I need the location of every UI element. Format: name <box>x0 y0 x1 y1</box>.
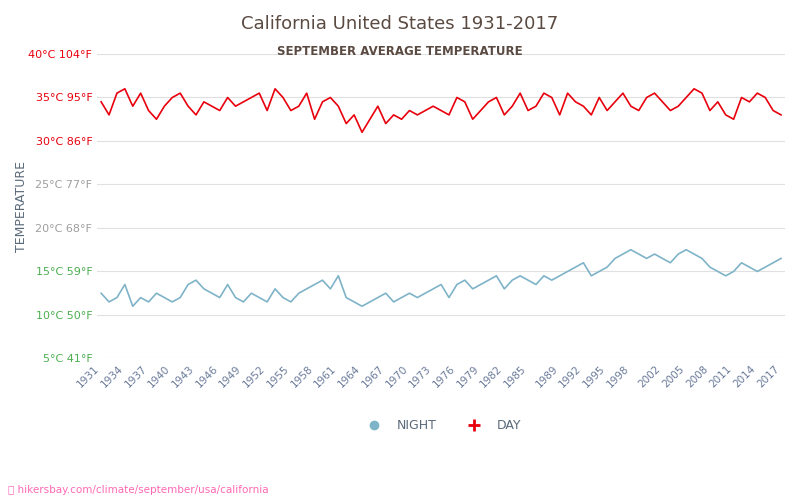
Legend: NIGHT, DAY: NIGHT, DAY <box>357 414 526 438</box>
Text: 🌍 hikersbay.com/climate/september/usa/california: 🌍 hikersbay.com/climate/september/usa/ca… <box>8 485 269 495</box>
Y-axis label: TEMPERATURE: TEMPERATURE <box>15 160 28 252</box>
Text: SEPTEMBER AVERAGE TEMPERATURE: SEPTEMBER AVERAGE TEMPERATURE <box>277 45 523 58</box>
Text: California United States 1931-2017: California United States 1931-2017 <box>242 15 558 33</box>
